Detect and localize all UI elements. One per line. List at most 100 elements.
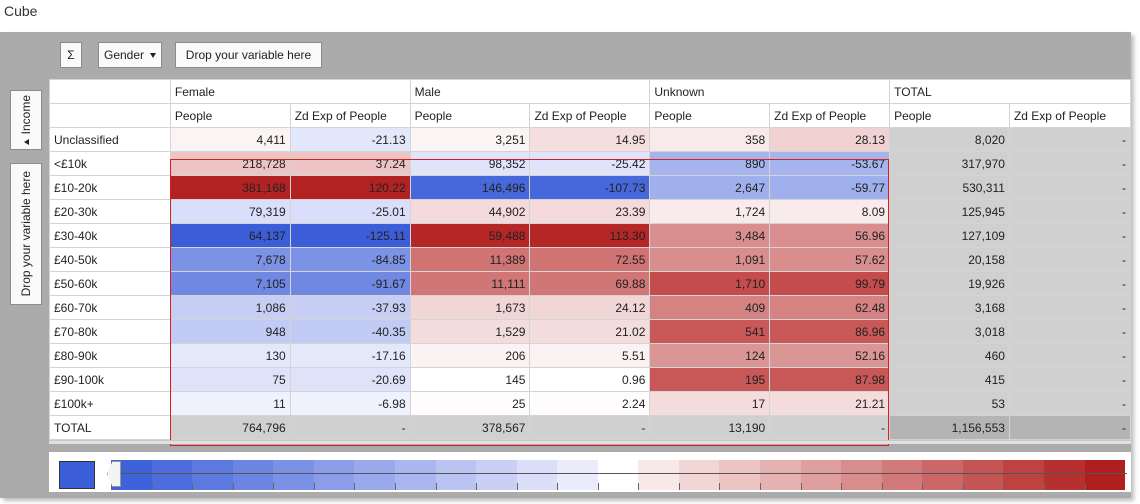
chevron-left-icon[interactable] [23,138,29,145]
column-measure-header[interactable]: People [649,103,771,128]
table-cell[interactable]: 206 [409,343,531,368]
table-cell[interactable]: - [1008,247,1132,272]
column-measure-header[interactable]: Zd Exp of People [769,103,891,128]
table-cell[interactable]: -20.69 [289,367,411,392]
table-cell[interactable]: 4,411 [169,127,291,152]
table-cell[interactable]: -25.01 [289,199,411,224]
table-cell[interactable]: 127,109 [889,223,1010,248]
table-cell[interactable]: 62.48 [769,295,891,320]
table-cell[interactable]: 1,529 [409,319,531,344]
table-cell[interactable]: -125.11 [289,223,411,248]
table-cell[interactable]: 20,158 [889,247,1010,272]
table-cell[interactable]: 145 [409,367,531,392]
table-cell[interactable]: 146,496 [409,175,531,200]
table-cell[interactable]: 130 [169,343,291,368]
table-cell[interactable]: 14.95 [529,127,651,152]
table-cell[interactable]: 218,728 [169,151,291,176]
table-cell[interactable]: 541 [649,319,771,344]
table-cell[interactable]: 381,168 [169,175,291,200]
table-cell[interactable]: 59,488 [409,223,531,248]
table-cell[interactable]: 75 [169,367,291,392]
table-cell[interactable]: 415 [889,367,1010,392]
table-cell[interactable]: -6.98 [289,391,411,416]
table-cell[interactable]: - [1008,175,1132,200]
column-measure-header[interactable]: Zd Exp of People [1008,103,1132,128]
table-cell[interactable]: 17 [649,391,771,416]
table-cell[interactable]: 124 [649,343,771,368]
table-cell[interactable]: 5.51 [529,343,651,368]
column-variable-gender[interactable]: Gender [98,42,162,68]
total-cell[interactable]: 378,567 [409,415,531,440]
row-header[interactable]: £30-40k [49,223,171,248]
row-header[interactable]: £20-30k [49,199,171,224]
table-cell[interactable]: 25 [409,391,531,416]
row-header[interactable]: £50-60k [49,271,171,296]
table-cell[interactable]: 8,020 [889,127,1010,152]
row-header[interactable]: <£10k [49,151,171,176]
table-cell[interactable]: - [1008,295,1132,320]
table-cell[interactable]: 890 [649,151,771,176]
table-cell[interactable]: - [1008,199,1132,224]
table-cell[interactable]: -40.35 [289,319,411,344]
table-cell[interactable]: 195 [649,367,771,392]
row-header[interactable]: £40-50k [49,247,171,272]
table-cell[interactable]: 37.24 [289,151,411,176]
total-cell[interactable]: 1,156,553 [889,415,1010,440]
table-cell[interactable]: -84.85 [289,247,411,272]
table-cell[interactable]: -25.42 [529,151,651,176]
column-measure-header[interactable]: People [169,103,291,128]
table-cell[interactable]: 87.98 [769,367,891,392]
row-header[interactable]: £60-70k [49,295,171,320]
table-cell[interactable]: 21.21 [769,391,891,416]
table-cell[interactable]: - [1008,271,1132,296]
table-cell[interactable]: 23.39 [529,199,651,224]
total-cell[interactable]: - [529,415,651,440]
table-cell[interactable]: 1,086 [169,295,291,320]
total-cell[interactable]: - [289,415,411,440]
table-cell[interactable]: 530,311 [889,175,1010,200]
table-cell[interactable]: 7,678 [169,247,291,272]
table-cell[interactable]: 1,710 [649,271,771,296]
table-cell[interactable]: 57.62 [769,247,891,272]
row-header[interactable]: £80-90k [49,343,171,368]
table-cell[interactable]: 44,902 [409,199,531,224]
table-cell[interactable]: 125,945 [889,199,1010,224]
table-cell[interactable]: - [1008,223,1132,248]
table-cell[interactable]: - [1008,367,1132,392]
row-header[interactable]: £10-20k [49,175,171,200]
table-cell[interactable]: 11,111 [409,271,531,296]
total-cell[interactable]: - [769,415,891,440]
table-cell[interactable]: -37.93 [289,295,411,320]
table-cell[interactable]: 8.09 [769,199,891,224]
table-cell[interactable]: 3,484 [649,223,771,248]
row-header[interactable]: £100k+ [49,391,171,416]
table-cell[interactable]: 69.88 [529,271,651,296]
table-cell[interactable]: 1,673 [409,295,531,320]
table-cell[interactable]: 1,724 [649,199,771,224]
table-cell[interactable]: 28.13 [769,127,891,152]
table-cell[interactable]: 3,168 [889,295,1010,320]
chevron-down-icon[interactable] [150,52,157,58]
table-cell[interactable]: - [1008,319,1132,344]
column-measure-header[interactable]: People [889,103,1010,128]
table-cell[interactable]: 53 [889,391,1010,416]
table-cell[interactable]: 2.24 [529,391,651,416]
table-cell[interactable]: 113.30 [529,223,651,248]
row-header[interactable]: Unclassified [49,127,171,152]
total-cell[interactable]: 764,796 [169,415,291,440]
table-cell[interactable]: 98,352 [409,151,531,176]
table-cell[interactable]: -21.13 [289,127,411,152]
table-cell[interactable]: -53.67 [769,151,891,176]
table-cell[interactable]: - [1008,391,1132,416]
table-cell[interactable]: 24.12 [529,295,651,320]
table-cell[interactable]: 358 [649,127,771,152]
table-cell[interactable]: 79,319 [169,199,291,224]
table-cell[interactable]: 52.16 [769,343,891,368]
column-group-header[interactable]: Male [409,79,651,104]
table-cell[interactable]: 11,389 [409,247,531,272]
table-cell[interactable]: -17.16 [289,343,411,368]
table-cell[interactable]: 19,926 [889,271,1010,296]
column-group-header[interactable]: Unknown [649,79,891,104]
row-variable-income[interactable]: Income [10,90,42,150]
table-cell[interactable]: - [1008,127,1132,152]
